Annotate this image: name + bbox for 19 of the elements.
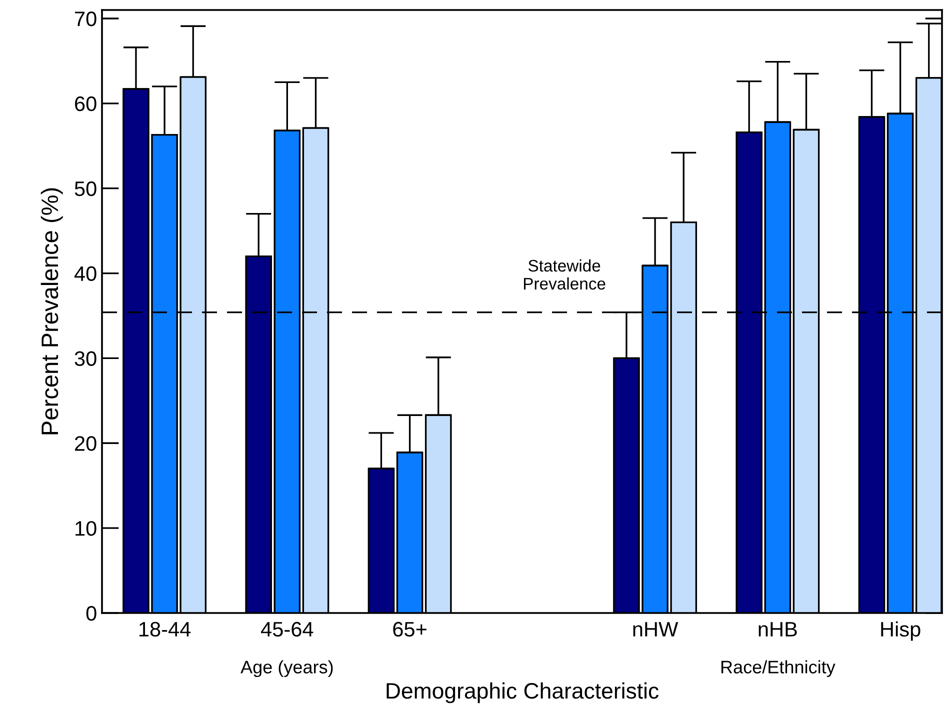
x-tick-label: 45-64 xyxy=(261,622,314,637)
y-tick-label: 70 xyxy=(75,11,96,26)
x-tick-label: nHW xyxy=(633,622,678,636)
y-tick-label: 0 xyxy=(86,606,96,621)
y-tick-label: 50 xyxy=(74,181,96,196)
y-tick-label: 40 xyxy=(74,266,96,282)
x-tick-label: Hisp xyxy=(881,621,920,641)
x-tick-label: 18-44 xyxy=(139,622,191,637)
x-axis-title: Demographic Characteristic xyxy=(386,682,659,704)
y-tick-label: 30 xyxy=(74,351,96,366)
x-tick-label: 65+ xyxy=(393,622,426,637)
x-tick-label: nHB xyxy=(758,622,797,636)
y-axis-title: Percent Prevalence (%) xyxy=(40,188,63,434)
y-tick-label: 60 xyxy=(75,96,96,112)
y-tick-label: 10 xyxy=(76,521,96,536)
ref-line-label: Statewide Prevalence xyxy=(524,259,606,290)
text: Race/Ethnicity xyxy=(721,660,836,678)
y-tick-label: 20 xyxy=(75,436,96,451)
text: Age (years) xyxy=(240,660,333,678)
